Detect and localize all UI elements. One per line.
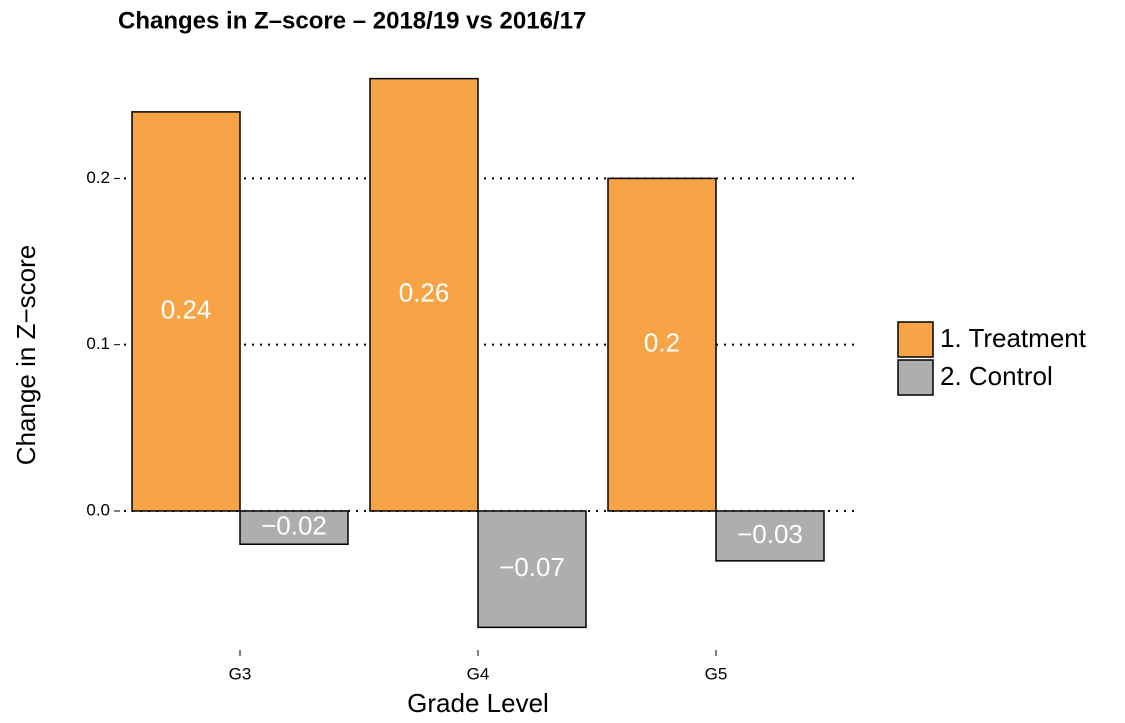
value-label: −0.03 [737, 519, 803, 549]
x-tick-label: G5 [705, 664, 728, 683]
bar [477, 510, 587, 629]
legend-swatch [897, 321, 934, 358]
y-tick-label: 0.0 [86, 500, 110, 519]
value-label: 0.24 [161, 294, 212, 324]
x-tick-label: G4 [467, 664, 490, 683]
legend-swatch [897, 359, 934, 396]
legend-label: 2. Control [940, 361, 1053, 391]
value-label: −0.07 [499, 552, 565, 582]
value-label: 0.2 [644, 328, 680, 358]
legend-label: 1. Treatment [940, 323, 1087, 353]
value-label: −0.02 [261, 510, 327, 540]
bar [607, 177, 717, 512]
y-axis-label: Change in Z−score [11, 245, 41, 465]
bar [369, 77, 479, 512]
chart-title: Changes in Z–score – 2018/19 vs 2016/17 [118, 7, 586, 34]
value-label: 0.26 [399, 278, 450, 308]
x-axis-label: Grade Level [407, 688, 549, 718]
bar [715, 510, 825, 562]
bar [131, 111, 241, 512]
bar [239, 510, 349, 545]
x-tick-label: G3 [229, 664, 252, 683]
y-tick-label: 0.2 [86, 168, 110, 187]
y-tick-label: 0.1 [86, 334, 110, 353]
